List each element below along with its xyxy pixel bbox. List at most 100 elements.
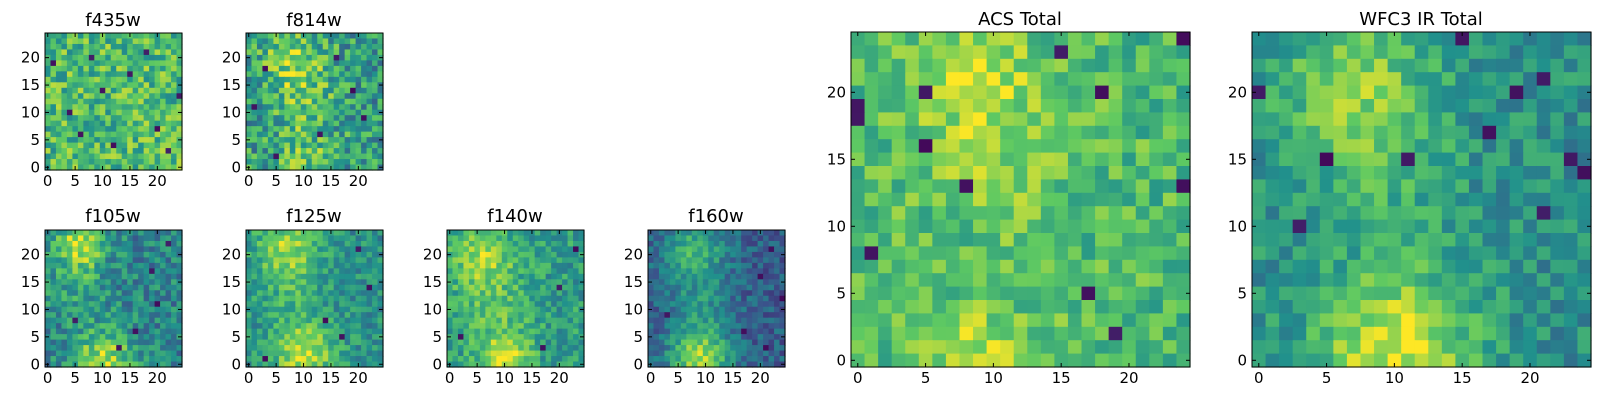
heatmap-cell bbox=[77, 142, 84, 149]
heatmap-cell bbox=[1360, 58, 1375, 73]
heatmap-cell bbox=[918, 246, 933, 261]
heatmap-cell bbox=[350, 361, 357, 368]
heatmap-cell bbox=[1550, 58, 1565, 73]
heatmap-cell bbox=[366, 361, 373, 368]
heatmap-cell bbox=[289, 295, 296, 302]
heatmap-cell bbox=[317, 49, 324, 56]
heatmap-cell bbox=[1054, 259, 1069, 274]
heatmap-cell bbox=[339, 268, 346, 275]
heatmap-cell bbox=[333, 120, 340, 127]
heatmap-cell bbox=[328, 49, 335, 56]
heatmap-cell bbox=[932, 125, 947, 140]
heatmap-cell bbox=[507, 246, 514, 253]
heatmap-cell bbox=[457, 356, 465, 363]
heatmap-cell bbox=[339, 345, 346, 352]
heatmap-cell bbox=[121, 235, 128, 242]
heatmap-cell bbox=[468, 284, 475, 291]
heatmap-cell bbox=[452, 262, 459, 269]
heatmap-cell bbox=[1108, 166, 1123, 180]
heatmap-cell bbox=[851, 326, 866, 341]
heatmap-cell bbox=[932, 152, 947, 167]
heatmap-cell bbox=[311, 312, 318, 319]
heatmap-cell bbox=[959, 353, 974, 368]
heatmap-cell bbox=[262, 312, 269, 319]
heatmap-cell bbox=[66, 142, 73, 149]
heatmap-cell bbox=[110, 273, 117, 280]
heatmap-cell bbox=[1536, 85, 1551, 100]
heatmap-cell bbox=[529, 279, 536, 286]
heatmap-cell bbox=[105, 317, 112, 324]
heatmap-cell bbox=[878, 99, 893, 113]
heatmap-cell bbox=[306, 109, 313, 116]
heatmap-cell bbox=[256, 356, 264, 363]
heatmap-cell bbox=[105, 273, 112, 280]
heatmap-cell bbox=[160, 93, 167, 100]
heatmap-cell bbox=[851, 125, 866, 140]
heatmap-cell bbox=[556, 328, 563, 335]
heatmap-cell bbox=[372, 262, 379, 269]
heatmap-cell bbox=[545, 339, 552, 346]
heatmap-cell bbox=[1252, 179, 1267, 194]
heatmap-cell bbox=[138, 109, 145, 116]
heatmap-cell bbox=[457, 345, 465, 352]
heatmap-cell bbox=[1108, 326, 1123, 341]
heatmap-cell bbox=[77, 356, 84, 363]
heatmap-cell bbox=[680, 251, 687, 258]
heatmap-cell bbox=[567, 279, 574, 286]
y-tick-label: 15 bbox=[423, 273, 442, 291]
heatmap-cell bbox=[1081, 340, 1096, 355]
heatmap-cells bbox=[246, 33, 384, 171]
heatmap-cell bbox=[160, 273, 167, 280]
heatmap-cell bbox=[278, 142, 285, 149]
heatmap-cell bbox=[121, 71, 128, 78]
heatmap-cell bbox=[66, 262, 73, 269]
heatmap-cell bbox=[457, 257, 465, 264]
heatmap-cell bbox=[289, 257, 296, 264]
heatmap-cell bbox=[105, 246, 112, 253]
heatmap-cell bbox=[658, 246, 666, 253]
heatmap-cell bbox=[567, 251, 574, 258]
heatmap-cell bbox=[154, 153, 161, 160]
heatmap-cell bbox=[317, 257, 324, 264]
heatmap-cell bbox=[485, 268, 492, 275]
heatmap-cell bbox=[77, 339, 84, 346]
heatmap-cell bbox=[284, 164, 291, 171]
heatmap-cell bbox=[768, 306, 775, 313]
heatmap-cell bbox=[1027, 125, 1042, 140]
heatmap-cell bbox=[322, 350, 329, 357]
heatmap-cell bbox=[94, 350, 101, 357]
heatmap-cell bbox=[289, 115, 296, 122]
heatmap-cell bbox=[658, 328, 666, 335]
heatmap-cell bbox=[1279, 125, 1294, 140]
heatmap-cell bbox=[1122, 166, 1137, 180]
heatmap-cell bbox=[763, 284, 770, 291]
heatmap-cell bbox=[83, 257, 90, 264]
heatmap-cell bbox=[1252, 125, 1267, 140]
heatmap-cell bbox=[567, 295, 574, 302]
heatmap-cell bbox=[278, 323, 285, 330]
heatmap-cell bbox=[110, 60, 117, 67]
heatmap-cell bbox=[1040, 32, 1055, 46]
heatmap-cell bbox=[273, 104, 280, 111]
heatmap-cell bbox=[105, 87, 112, 94]
heatmap-cell bbox=[355, 350, 362, 357]
heatmap-cell bbox=[1523, 99, 1538, 113]
heatmap-cell bbox=[1360, 125, 1375, 140]
heatmap-cell bbox=[724, 323, 731, 330]
heatmap-cell bbox=[1292, 179, 1307, 194]
heatmap-cell bbox=[339, 273, 346, 280]
heatmap-cell bbox=[154, 257, 161, 264]
heatmap-cell bbox=[1374, 72, 1389, 87]
heatmap-cell bbox=[518, 230, 525, 237]
heatmap-cell bbox=[664, 279, 671, 286]
heatmap-cell bbox=[251, 98, 258, 105]
heatmap-cell bbox=[61, 104, 68, 111]
heatmap-cell bbox=[94, 137, 101, 144]
heatmap-cell bbox=[132, 251, 139, 258]
heatmap-cell bbox=[573, 284, 580, 291]
x-tick-label: 5 bbox=[271, 172, 281, 190]
heatmap-cell bbox=[512, 356, 519, 363]
heatmap-cell bbox=[741, 301, 748, 308]
heatmap-cell bbox=[72, 323, 79, 330]
heatmap-cell bbox=[551, 295, 558, 302]
